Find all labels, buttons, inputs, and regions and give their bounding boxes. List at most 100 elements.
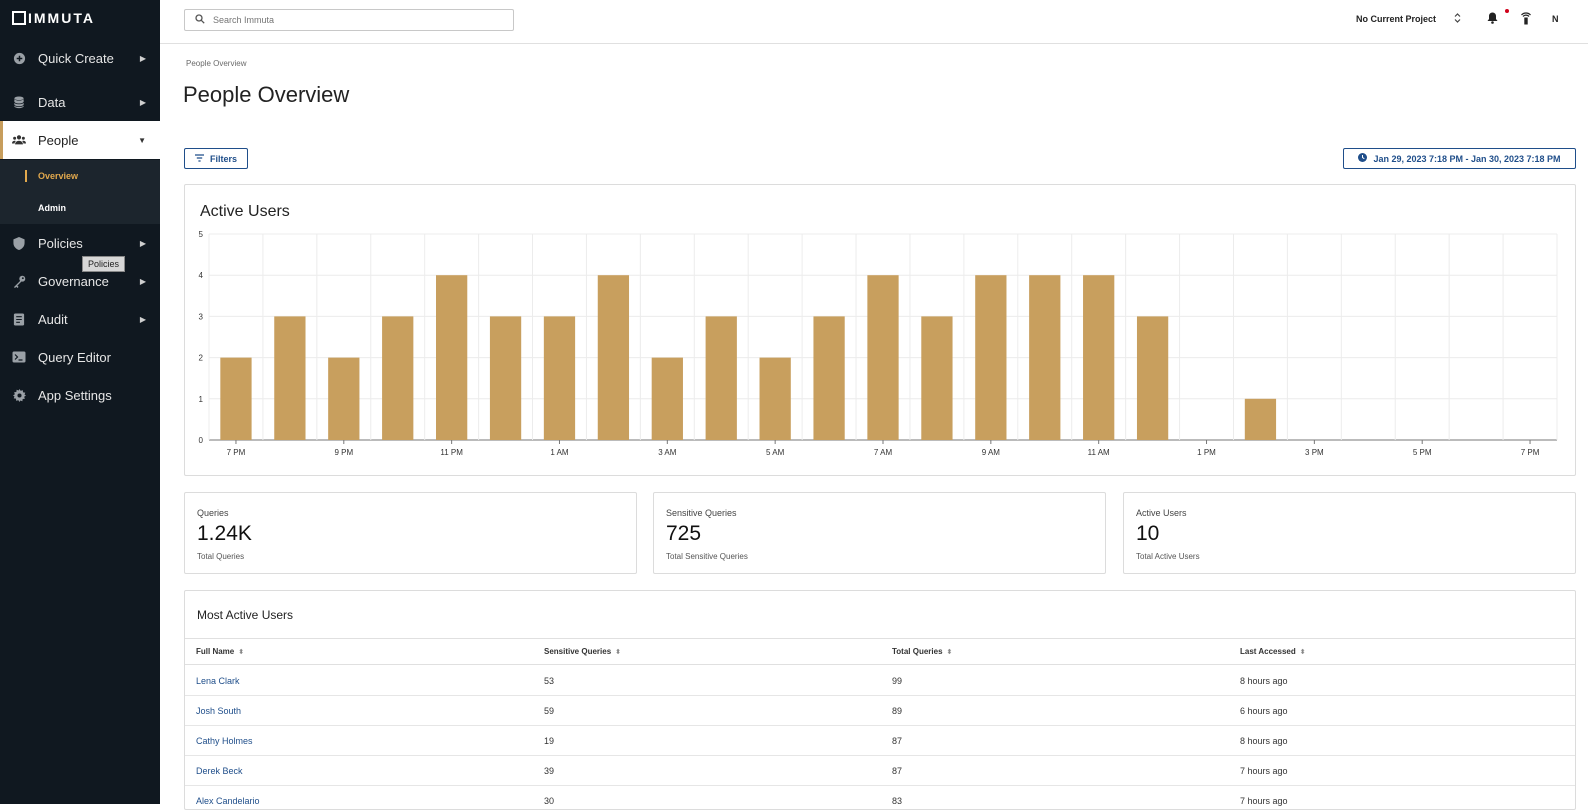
user-name-link[interactable]: Derek Beck: [196, 766, 243, 776]
gear-icon: [12, 388, 26, 402]
total-queries-cell: 87: [892, 736, 903, 746]
x-tick-label: 7 AM: [874, 448, 893, 457]
bar: [220, 357, 252, 440]
active-users-chart-card: Active Users 0 1 2 3 4 5 7 PM 9 PM 11 PM 1 AM 3 AM…: [184, 184, 1576, 476]
bar: [651, 357, 683, 440]
database-icon: [12, 95, 26, 109]
last-accessed-cell: 8 hours ago: [1240, 676, 1288, 686]
sidebar-item-label: Policies: [38, 235, 83, 251]
bar: [543, 316, 576, 440]
bar: [1083, 275, 1115, 440]
column-header-sensitive-queries[interactable]: Sensitive Queries ⬍: [544, 647, 621, 656]
total-queries-cell: 87: [892, 766, 903, 776]
project-selector-icon[interactable]: [1454, 12, 1461, 27]
terminal-icon: [12, 350, 26, 364]
stat-label: Sensitive Queries: [666, 508, 737, 518]
sort-icon: ⬍: [946, 649, 953, 656]
sidebar-item-audit[interactable]: Audit ▶: [0, 300, 160, 338]
stat-card-sensitive-queries: Sensitive Queries 725 Total Sensitive Qu…: [653, 492, 1106, 574]
subnav-item-admin[interactable]: Admin: [38, 203, 66, 213]
bar: [705, 316, 737, 440]
user-name-link[interactable]: Alex Candelario: [196, 796, 260, 806]
stat-card-active-users: Active Users 10 Total Active Users: [1123, 492, 1576, 574]
table-row: Cathy Holmes 19 87 8 hours ago: [185, 726, 1575, 756]
bar: [489, 316, 522, 440]
bar: [597, 275, 630, 440]
column-header-last-accessed[interactable]: Last Accessed ⬍: [1240, 647, 1306, 656]
notification-badge: [1505, 9, 1509, 13]
sidebar-item-label: Data: [38, 94, 66, 110]
caret-down-icon: ▼: [138, 135, 146, 145]
caret-right-icon: ▶: [139, 97, 146, 107]
table-row: Lena Clark 53 99 8 hours ago: [185, 666, 1575, 696]
logo-mark-icon: [12, 11, 26, 25]
subnav-item-overview[interactable]: Overview: [0, 160, 160, 192]
column-header-full-name[interactable]: Full Name ⬍: [196, 647, 244, 656]
bar: [921, 316, 953, 440]
sensitive-queries-cell: 53: [544, 676, 555, 686]
user-avatar[interactable]: N: [1552, 14, 1559, 24]
y-tick-label: 1: [199, 395, 204, 404]
sidebar-item-quick-create[interactable]: Quick Create ▶: [0, 39, 160, 77]
filter-icon: [194, 153, 204, 164]
sensitive-queries-cell: 39: [544, 766, 555, 776]
x-tick-label: 5 PM: [1413, 448, 1432, 457]
x-tick-label: 1 AM: [550, 448, 569, 457]
plus-circle-icon: [12, 51, 26, 65]
y-tick-label: 2: [199, 354, 204, 363]
people-subnav: Overview Admin: [0, 160, 160, 224]
bar: [759, 357, 791, 440]
search-icon: [195, 13, 205, 27]
sidebar-item-app-settings[interactable]: App Settings: [0, 376, 160, 414]
bar: [274, 316, 306, 440]
x-tick-label: 7 PM: [227, 448, 246, 457]
sidebar-item-label: App Settings: [38, 387, 112, 403]
user-name-link[interactable]: Lena Clark: [196, 676, 240, 686]
total-queries-cell: 99: [892, 676, 903, 686]
immuta-logo[interactable]: IMMUTA: [0, 0, 160, 36]
policies-tooltip: Policies: [82, 256, 126, 272]
filters-button[interactable]: Filters: [184, 148, 248, 169]
sidebar-item-label: Query Editor: [38, 349, 111, 365]
key-icon: [12, 274, 26, 288]
stat-card-queries: Queries 1.24K Total Queries: [184, 492, 637, 574]
column-header-label: Last Accessed: [1240, 647, 1296, 656]
user-name-link[interactable]: Cathy Holmes: [196, 736, 253, 746]
column-header-label: Full Name: [196, 647, 235, 656]
x-tick-label: 5 AM: [766, 448, 785, 457]
sidebar-item-people[interactable]: People ▼: [0, 121, 160, 159]
search-box[interactable]: [184, 9, 514, 31]
bar: [975, 275, 1007, 440]
sidebar-item-label: Governance: [38, 273, 109, 289]
current-project[interactable]: No Current Project: [1356, 14, 1437, 24]
x-tick-label: 3 PM: [1305, 448, 1324, 457]
date-range-label: Jan 29, 2023 7:18 PM - Jan 30, 2023 7:18…: [1373, 153, 1561, 164]
y-tick-label: 3: [199, 312, 204, 321]
shield-icon: [12, 236, 26, 250]
breadcrumb[interactable]: People Overview: [186, 59, 247, 68]
bar: [1244, 398, 1277, 440]
most-active-users-card: Most Active Users Full Name ⬍ Sensitive Q…: [184, 590, 1576, 810]
clock-icon: [1358, 153, 1368, 164]
sidebar-item-governance[interactable]: Governance ▶: [0, 262, 160, 300]
broadcast-icon[interactable]: [1520, 12, 1532, 28]
stat-value: 10: [1136, 522, 1160, 545]
bell-icon[interactable]: [1487, 12, 1498, 27]
sidebar-item-query-editor[interactable]: Query Editor: [0, 338, 160, 376]
table-header: Full Name ⬍ Sensitive Queries ⬍ Total Quer…: [185, 638, 1575, 665]
chart-title: Active Users: [200, 203, 290, 220]
table-row: Josh South 59 89 6 hours ago: [185, 696, 1575, 726]
sidebar-item-data[interactable]: Data ▶: [0, 83, 160, 121]
x-tick-label: 3 AM: [658, 448, 677, 457]
search-input[interactable]: [213, 15, 493, 25]
last-accessed-cell: 8 hours ago: [1240, 736, 1288, 746]
audit-icon: [12, 312, 26, 326]
sidebar-item-policies[interactable]: Policies ▶: [0, 224, 160, 262]
caret-right-icon: ▶: [139, 238, 146, 248]
date-range-button[interactable]: Jan 29, 2023 7:18 PM - Jan 30, 2023 7:18…: [1343, 148, 1576, 169]
last-accessed-cell: 7 hours ago: [1240, 796, 1288, 806]
column-header-total-queries[interactable]: Total Queries ⬍: [892, 647, 952, 656]
user-name-link[interactable]: Josh South: [196, 706, 242, 716]
sort-icon: ⬍: [1299, 649, 1306, 656]
stat-sublabel: Total Queries: [197, 552, 245, 561]
